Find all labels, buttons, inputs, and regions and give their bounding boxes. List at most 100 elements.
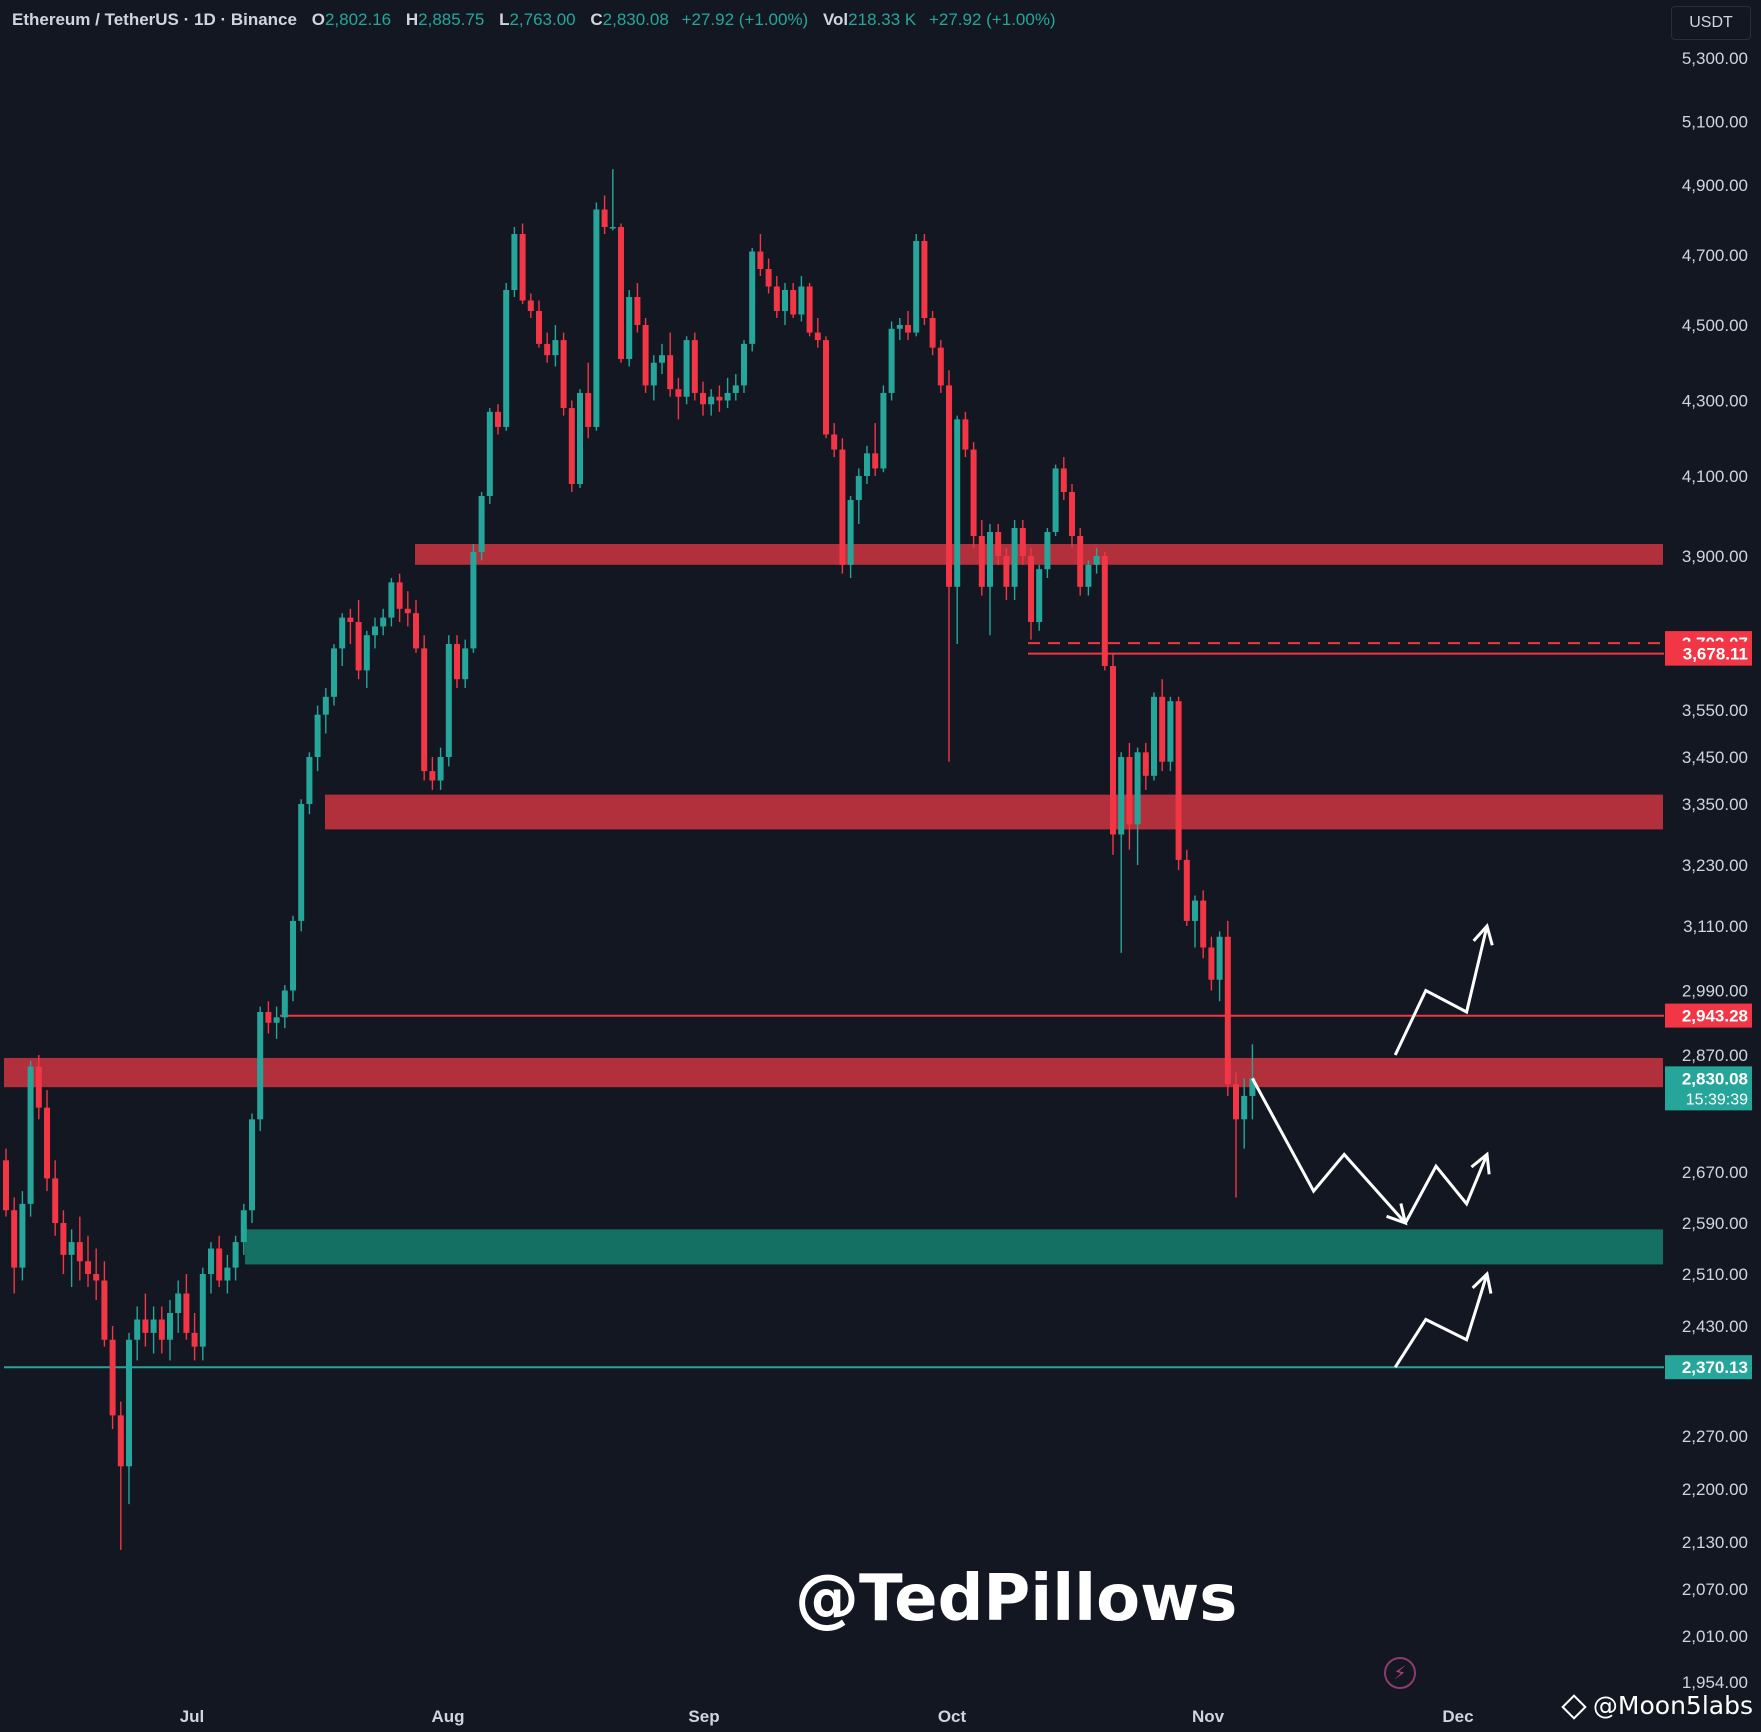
candle-body-85 xyxy=(700,392,706,405)
candle-body-59 xyxy=(486,411,493,496)
candle-body-86 xyxy=(708,396,715,405)
candle-body-5 xyxy=(44,1107,50,1179)
candle-body-68 xyxy=(560,340,567,409)
projection-arrowhead-2 xyxy=(1472,922,1494,946)
legend-vol-label: Vol xyxy=(822,10,849,29)
candle-body-97 xyxy=(798,286,805,315)
x-tick-label: Oct xyxy=(938,1707,967,1726)
candle-body-27 xyxy=(224,1267,231,1281)
candle-body-56 xyxy=(462,648,469,680)
candle-body-102 xyxy=(839,449,846,565)
candle-body-105 xyxy=(864,453,870,476)
y-tick-label: 1,954.00 xyxy=(1682,1673,1748,1692)
price-axis-ticks: 5,300.00 5,100.00 4,900.00 4,700.00 4,500.00… xyxy=(1682,49,1748,1692)
legend-low-value: 2,763.00 xyxy=(509,10,576,29)
candle-body-36 xyxy=(298,804,305,921)
candle-body-33 xyxy=(273,1017,280,1023)
candle-body-39 xyxy=(322,696,329,715)
currency-unit-button[interactable]: USDT xyxy=(1671,6,1751,40)
candle-body-112 xyxy=(921,241,928,318)
candle-body-147 xyxy=(1208,947,1215,980)
candle-body-116 xyxy=(954,419,961,587)
projection-arrowhead-1 xyxy=(1470,1151,1491,1175)
y-tick-label: 3,450.00 xyxy=(1682,748,1748,767)
price-axis[interactable] xyxy=(1664,0,1761,1732)
candle-body-132 xyxy=(1085,564,1092,587)
candle-body-151 xyxy=(1241,1095,1248,1120)
candle-body-92 xyxy=(757,251,764,269)
candle-body-127 xyxy=(1044,532,1051,570)
y-tick-label: 3,550.00 xyxy=(1682,701,1748,720)
candle-body-91 xyxy=(749,251,756,344)
candle-body-42 xyxy=(347,617,354,622)
candle-body-144 xyxy=(1183,859,1190,921)
candle-body-46 xyxy=(380,617,387,627)
y-tick-label: 2,200.00 xyxy=(1682,1480,1748,1499)
candle-body-89 xyxy=(732,385,739,393)
legend-close-value: 2,830.08 xyxy=(602,10,669,29)
x-tick-label: Aug xyxy=(431,1707,464,1726)
candle-body-145 xyxy=(1192,900,1198,921)
candle-body-129 xyxy=(1060,468,1067,492)
candle-body-138 xyxy=(1134,752,1141,825)
candle-body-21 xyxy=(175,1293,182,1313)
candle-body-15 xyxy=(126,1339,132,1467)
y-tick-label: 2,510.00 xyxy=(1682,1265,1748,1284)
projections-layer xyxy=(1251,922,1494,1369)
y-tick-label: 5,300.00 xyxy=(1682,49,1748,68)
candle-body-6 xyxy=(52,1178,59,1223)
candle-body-119 xyxy=(978,536,985,587)
candle-body-38 xyxy=(314,714,321,757)
candle-body-57 xyxy=(470,552,477,649)
candles-layer xyxy=(3,169,1256,1550)
candle-body-118 xyxy=(970,449,977,536)
candle-body-47 xyxy=(388,582,395,618)
candle-body-113 xyxy=(929,318,936,348)
candle-body-29 xyxy=(240,1210,247,1243)
candle-body-9 xyxy=(76,1242,83,1262)
candle-body-3 xyxy=(27,1066,34,1204)
candle-body-133 xyxy=(1093,556,1100,565)
candle-body-114 xyxy=(937,347,944,386)
y-tick-label: 4,700.00 xyxy=(1682,246,1748,265)
source-credit: @Moon5labs xyxy=(1561,1691,1753,1720)
x-tick-label: Dec xyxy=(1442,1707,1473,1726)
legend-close-label: C xyxy=(590,10,603,29)
legend-open-label: O xyxy=(311,10,325,29)
candle-body-131 xyxy=(1077,536,1084,587)
candle-body-0 xyxy=(3,1160,9,1211)
candle-body-31 xyxy=(257,1012,264,1120)
legend-symbol[interactable]: Ethereum / TetherUS · 1D · Binance xyxy=(12,10,297,29)
candle-body-11 xyxy=(93,1274,100,1281)
x-tick-label: Sep xyxy=(688,1707,719,1726)
candle-body-94 xyxy=(773,286,780,311)
candle-body-121 xyxy=(995,532,1002,556)
price-tag-2-label: 2,943.28 xyxy=(1682,1007,1748,1026)
candle-body-80 xyxy=(659,355,665,363)
lightning-icon[interactable]: ⚡ xyxy=(1384,1657,1416,1689)
candle-body-58 xyxy=(478,496,485,552)
candle-body-10 xyxy=(85,1261,91,1274)
candle-body-77 xyxy=(634,297,641,325)
candle-body-139 xyxy=(1142,752,1149,776)
price-tag-2-bg xyxy=(1665,1003,1752,1028)
candle-body-87 xyxy=(716,396,723,401)
candle-body-45 xyxy=(372,626,378,636)
candle-body-51 xyxy=(421,648,428,772)
candle-body-74 xyxy=(609,227,616,229)
time-axis-ticks: Jul Aug Sep Oct Nov Dec xyxy=(180,1707,1474,1726)
candle-body-79 xyxy=(650,362,657,386)
candle-body-141 xyxy=(1159,696,1166,762)
x-tick-label: Jul xyxy=(180,1707,205,1726)
candle-body-50 xyxy=(413,613,419,649)
candle-body-93 xyxy=(765,269,772,287)
candle-body-125 xyxy=(1028,556,1034,622)
projection-path-3 xyxy=(1393,1273,1489,1369)
candle-body-84 xyxy=(691,340,698,393)
candle-body-136 xyxy=(1118,757,1125,835)
y-tick-label: 4,500.00 xyxy=(1682,316,1748,335)
y-tick-label: 2,010.00 xyxy=(1682,1627,1748,1646)
price-tag-1-label: 3,678.11 xyxy=(1683,645,1748,664)
candle-body-34 xyxy=(281,990,288,1018)
